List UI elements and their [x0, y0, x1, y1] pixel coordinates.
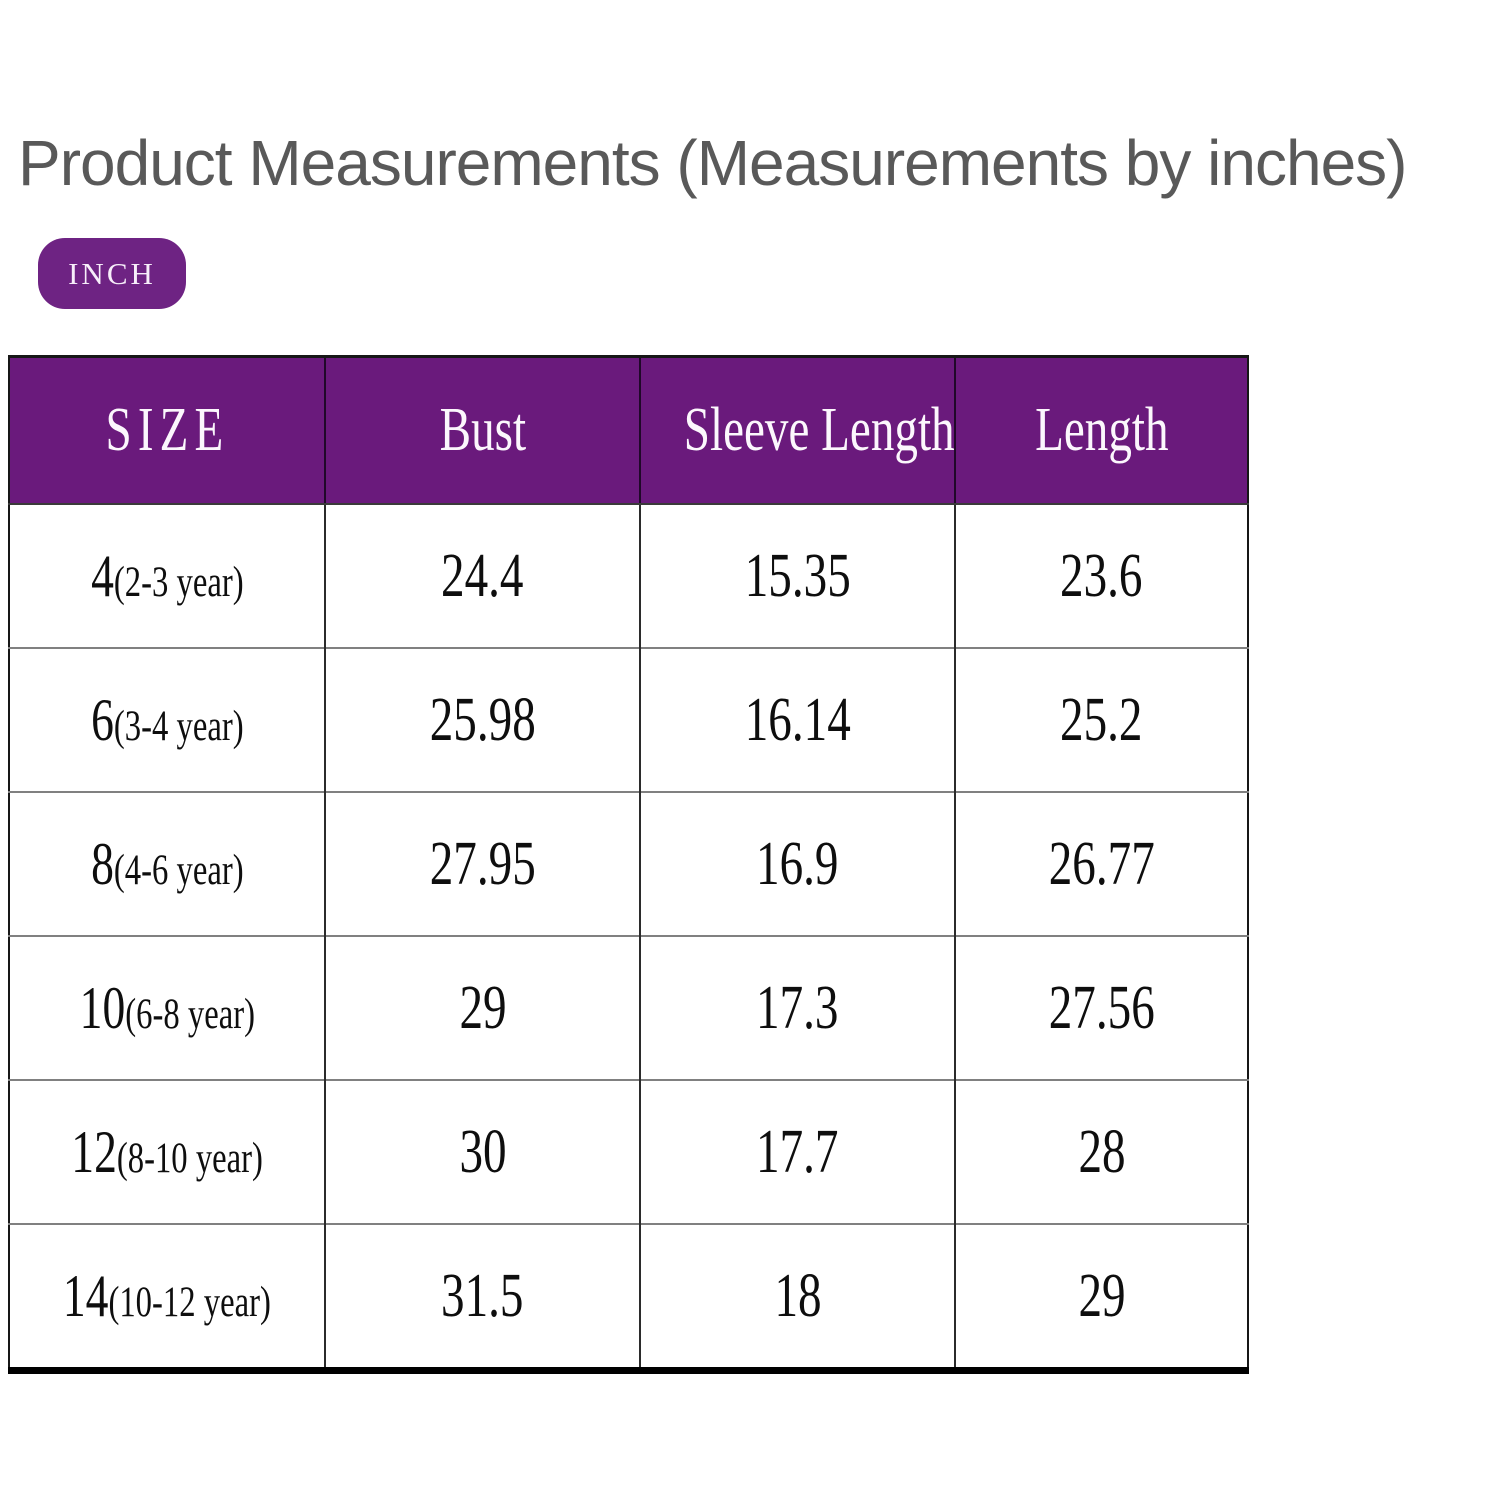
bust-cell: 27.95	[325, 791, 641, 936]
bust-cell: 31.5	[325, 1223, 641, 1371]
column-header-size: SIZE	[9, 356, 326, 505]
table-row: 14(10-12 year) 31.5 18 29	[9, 1223, 1248, 1371]
table-row: 4(2-3 year) 24.4 15.35 23.6	[9, 504, 1248, 648]
length-cell: 23.6	[955, 504, 1248, 648]
column-header-length: Length	[955, 356, 1248, 505]
size-age-range: (3-4 year)	[113, 702, 244, 750]
size-number: 14	[62, 1262, 109, 1329]
size-cell: 8(4-6 year)	[9, 791, 326, 936]
table-row: 12(8-10 year) 30 17.7 28	[9, 1079, 1248, 1224]
length-cell: 26.77	[955, 791, 1248, 936]
size-age-range: (10-12 year)	[108, 1278, 271, 1326]
sleeve-length-cell: 16.9	[640, 791, 956, 936]
bust-cell: 30	[325, 1079, 641, 1224]
sleeve-length-cell: 15.35	[640, 504, 956, 648]
page-title: Product Measurements (Measurements by in…	[18, 127, 1407, 199]
column-header-bust: Bust	[325, 356, 641, 505]
sleeve-length-cell: 17.7	[640, 1079, 956, 1224]
size-cell: 10(6-8 year)	[9, 935, 326, 1080]
size-number: 4	[90, 542, 114, 609]
size-number: 6	[90, 686, 114, 753]
length-cell: 25.2	[955, 647, 1248, 792]
bust-cell: 25.98	[325, 647, 641, 792]
size-age-range: (8-10 year)	[116, 1134, 263, 1182]
size-number: 12	[71, 1118, 117, 1185]
sleeve-length-cell: 16.14	[640, 647, 956, 792]
size-chart-table: SIZE Bust Sleeve Length Length 4(2-3 yea…	[8, 355, 1249, 1374]
size-cell: 4(2-3 year)	[9, 504, 326, 648]
size-cell: 6(3-4 year)	[9, 647, 326, 792]
table-header-row: SIZE Bust Sleeve Length Length	[9, 356, 1248, 505]
size-age-range: (6-8 year)	[124, 990, 255, 1038]
table-row: 10(6-8 year) 29 17.3 27.56	[9, 935, 1248, 1080]
inch-unit-button[interactable]: INCH	[38, 238, 186, 309]
length-cell: 29	[955, 1223, 1248, 1371]
table-row: 6(3-4 year) 25.98 16.14 25.2	[9, 647, 1248, 792]
table-row: 8(4-6 year) 27.95 16.9 26.77	[9, 791, 1248, 936]
length-cell: 28	[955, 1079, 1248, 1224]
size-age-range: (4-6 year)	[113, 846, 244, 894]
inch-unit-label: INCH	[68, 255, 156, 291]
size-cell: 12(8-10 year)	[9, 1079, 326, 1224]
size-number: 10	[79, 974, 125, 1041]
length-cell: 27.56	[955, 935, 1248, 1080]
size-number: 8	[90, 830, 114, 897]
sleeve-length-cell: 17.3	[640, 935, 956, 1080]
sleeve-length-cell: 18	[640, 1223, 956, 1371]
size-cell: 14(10-12 year)	[9, 1223, 326, 1371]
column-header-sleeve-length: Sleeve Length	[640, 356, 956, 505]
bust-cell: 24.4	[325, 504, 641, 648]
size-age-range: (2-3 year)	[113, 558, 244, 606]
bust-cell: 29	[325, 935, 641, 1080]
